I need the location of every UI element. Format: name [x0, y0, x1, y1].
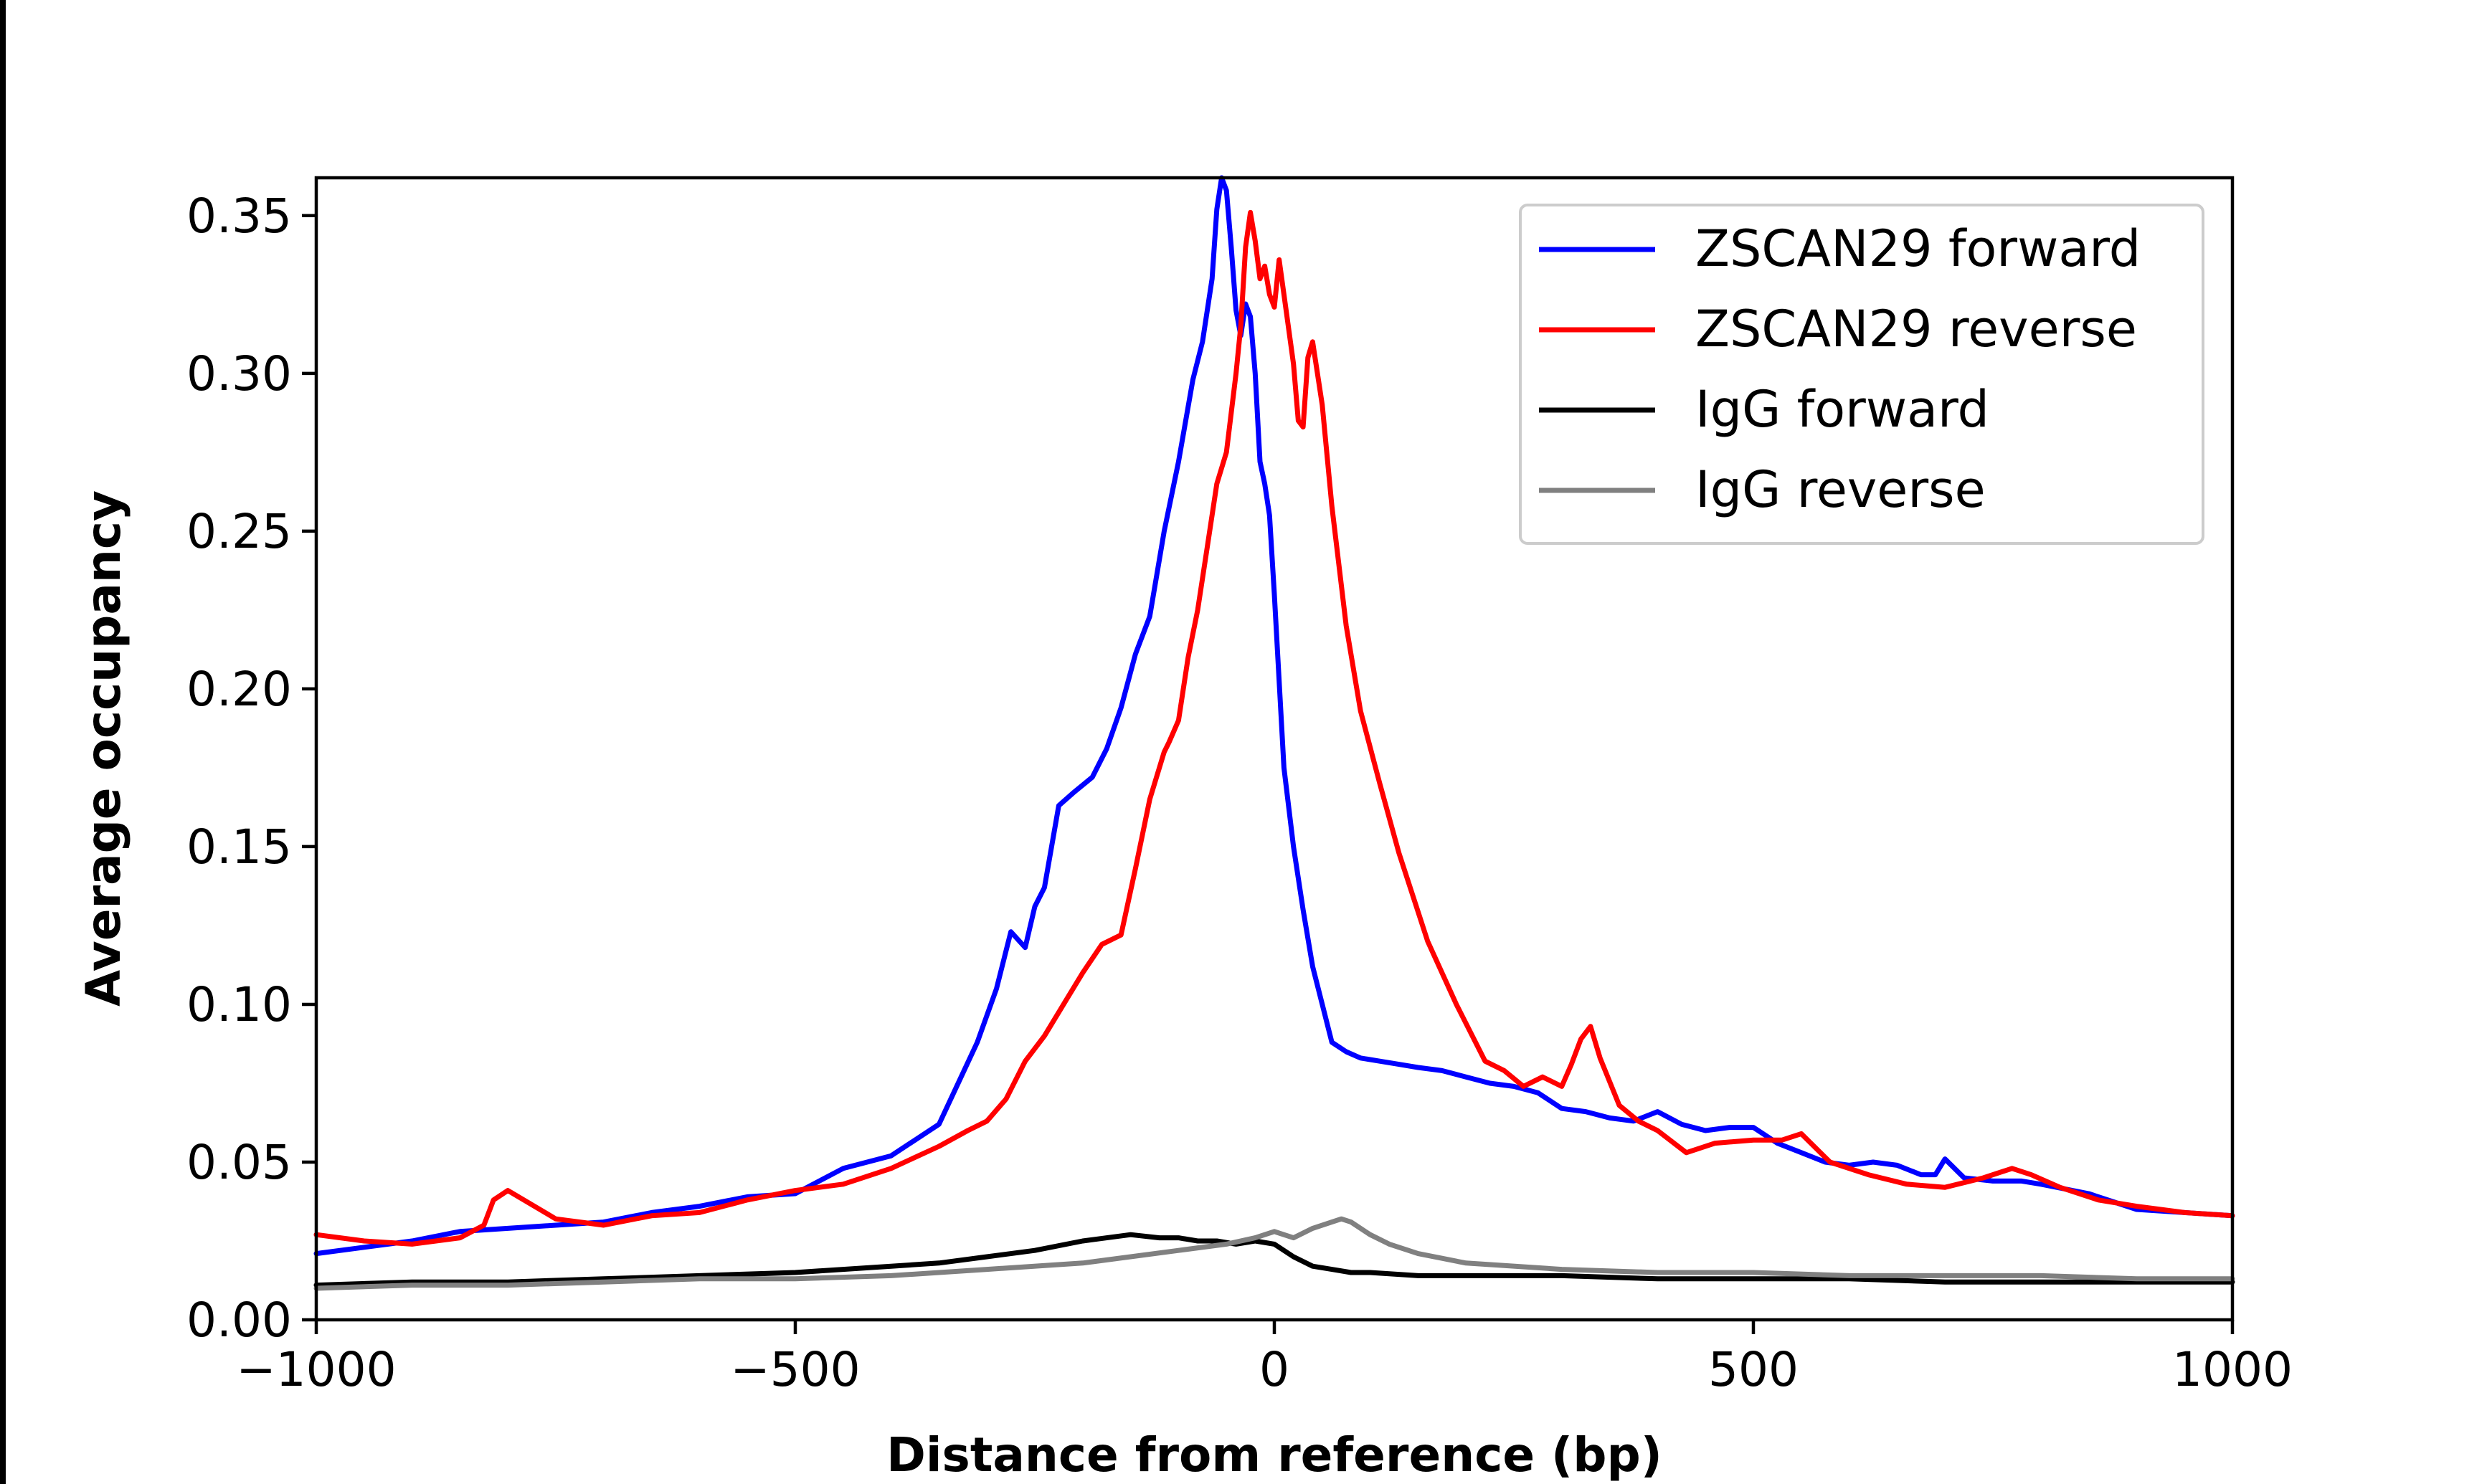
y-axis-ticks: 0.00 0.05 0.10 0.15 0.20 0.25 0.30 0.35	[186, 189, 316, 1348]
legend: ZSCAN29 forward ZSCAN29 reverse IgG forwar…	[1519, 204, 2204, 545]
y-tick-label: 0.10	[186, 977, 292, 1032]
legend-label: ZSCAN29 forward	[1695, 219, 2141, 278]
x-axis-ticks: −1000 −500 0 500 1000	[236, 1320, 2293, 1397]
y-tick-label: 0.35	[186, 189, 292, 244]
series-line-igg-forward	[313, 1232, 2235, 1288]
y-axis-label: Average occupancy	[76, 490, 131, 1007]
series-layer	[313, 175, 2235, 1291]
y-tick-label: 0.20	[186, 662, 292, 717]
legend-items: ZSCAN29 forward ZSCAN29 reverse IgG forwar…	[1539, 219, 2141, 519]
x-axis-label: Distance from reference (bp)	[886, 1427, 1662, 1483]
x-tick-label: 0	[1259, 1342, 1289, 1397]
legend-label: IgG forward	[1695, 380, 1989, 439]
series-line-zscan29-reverse	[313, 209, 2235, 1247]
x-tick-label: 1000	[2172, 1342, 2293, 1397]
series-line-igg-reverse	[313, 1216, 2235, 1291]
left-border-bar	[0, 0, 6, 1484]
x-tick-label: 500	[1708, 1342, 1799, 1397]
y-tick-label: 0.15	[186, 819, 292, 875]
y-tick-label: 0.05	[186, 1135, 292, 1190]
legend-box	[1519, 204, 2204, 545]
x-tick-label: −1000	[236, 1342, 396, 1397]
series-line-zscan29-forward	[313, 175, 2235, 1257]
legend-label: IgG reverse	[1695, 460, 1986, 519]
y-tick-label: 0.25	[186, 504, 292, 559]
y-tick-label: 0.30	[186, 346, 292, 401]
y-tick-label: 0.00	[186, 1293, 292, 1348]
x-tick-label: −500	[730, 1342, 860, 1397]
legend-label: ZSCAN29 reverse	[1695, 300, 2137, 358]
